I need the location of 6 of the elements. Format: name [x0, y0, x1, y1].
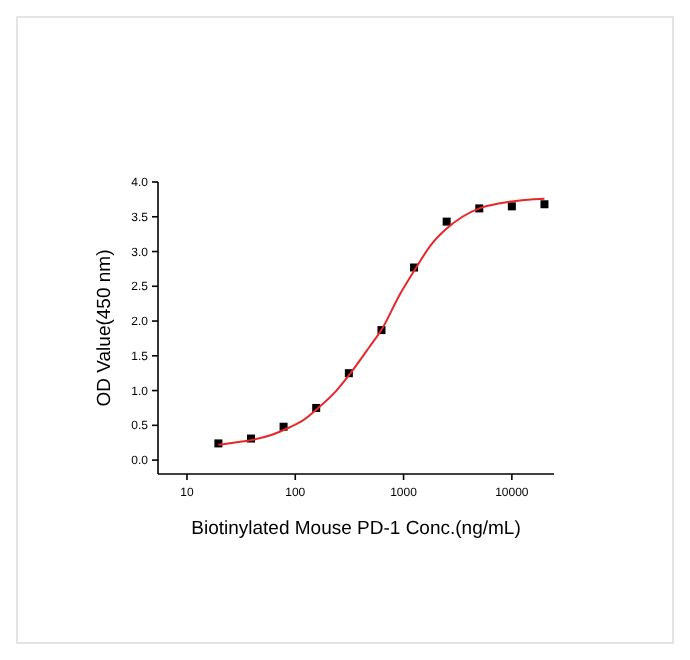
point: [442, 217, 451, 226]
y-axis-title: OD Value(450 nm): [94, 249, 116, 407]
point: [507, 202, 516, 211]
point: [540, 200, 549, 209]
line-series: [217, 197, 546, 446]
x-axis-title: Biotinylated Mouse PD-1 Conc.(ng/mL): [191, 518, 521, 540]
